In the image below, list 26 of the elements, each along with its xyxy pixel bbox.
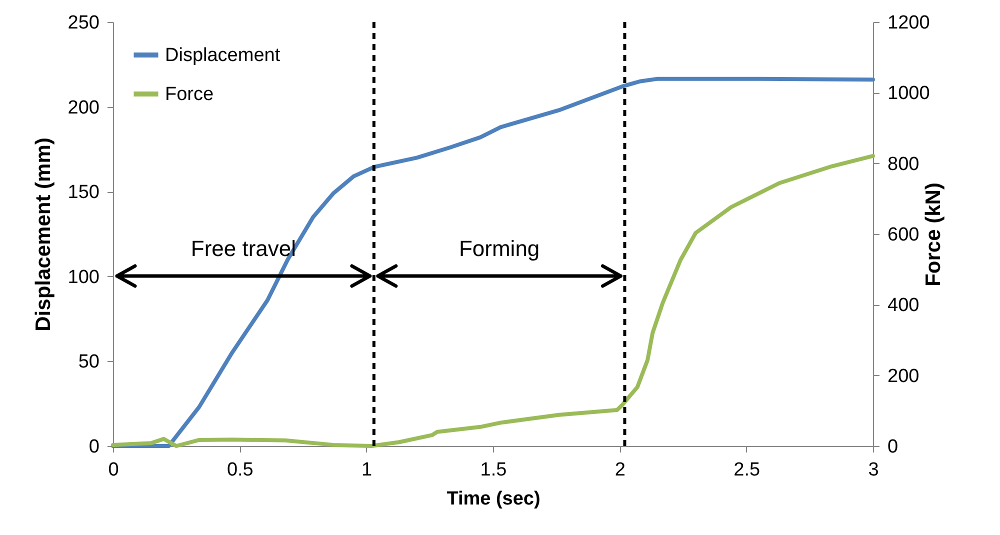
y-tick-label: 200 bbox=[68, 97, 100, 118]
x-tick-label: 1 bbox=[362, 460, 372, 480]
x-tick-label: 3 bbox=[868, 460, 879, 480]
x-axis-title: Time (sec) bbox=[446, 488, 540, 510]
x-tick-label: 2.5 bbox=[734, 460, 760, 480]
y2-tick-label: 1200 bbox=[888, 12, 930, 34]
y2-axis-title: Force (kN) bbox=[922, 182, 945, 286]
y2-tick-label: 600 bbox=[888, 224, 920, 246]
x-tick-label: 2 bbox=[614, 460, 626, 480]
x-tick-label: 0.5 bbox=[226, 460, 254, 480]
y-tick-label: 250 bbox=[68, 12, 100, 34]
y-tick-label: 150 bbox=[68, 182, 100, 204]
legend-label: Displacement bbox=[165, 45, 281, 66]
y2-tick-label: 1000 bbox=[888, 83, 930, 104]
y2-tick-label: 0 bbox=[888, 436, 898, 458]
y2-tick-label: 800 bbox=[888, 154, 920, 175]
x-tick-label: 0 bbox=[108, 460, 119, 480]
annotation: Forming bbox=[458, 236, 540, 261]
legend-label: Force bbox=[165, 84, 214, 105]
x-tick-label: 1.5 bbox=[480, 460, 507, 480]
y-axis-title: Displacement (mm) bbox=[32, 138, 55, 332]
y-tick-label: 0 bbox=[88, 436, 100, 458]
y2-tick-label: 200 bbox=[888, 366, 920, 387]
y-tick-label: 100 bbox=[68, 266, 100, 288]
y-tick-label: 50 bbox=[78, 352, 100, 373]
y2-tick-label: 400 bbox=[888, 295, 920, 316]
